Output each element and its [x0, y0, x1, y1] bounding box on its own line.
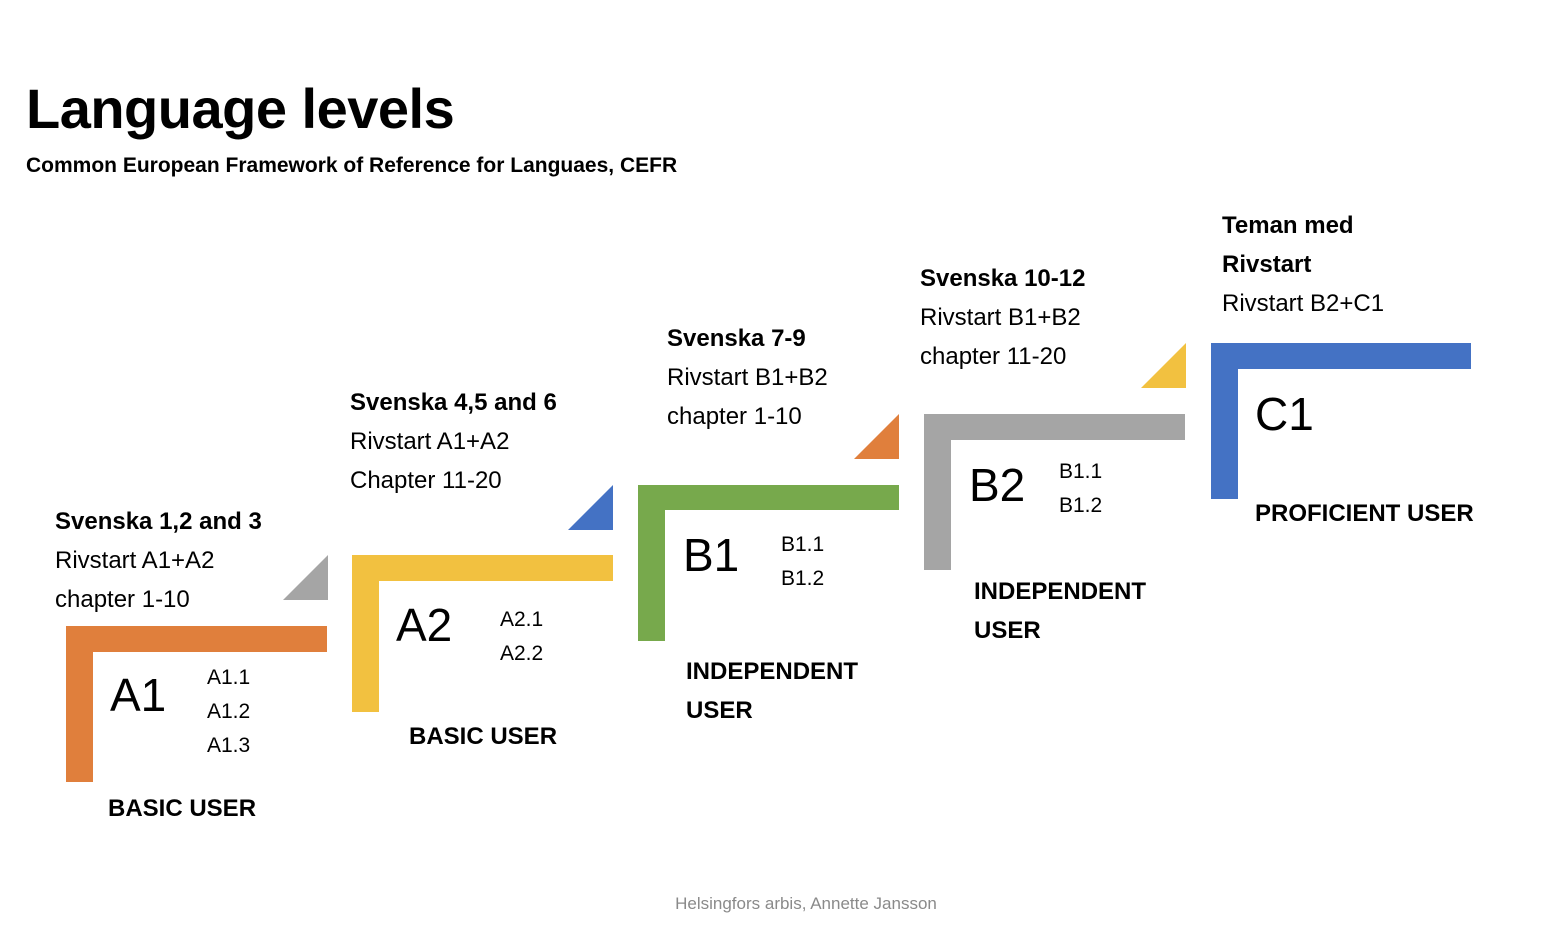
- a2-book: Rivstart A1+A2: [350, 428, 510, 455]
- a1-step-horizontal: [66, 626, 327, 652]
- a2-sublevels: A2.1 A2.2: [500, 603, 543, 671]
- user-label: BASIC USER: [108, 795, 257, 822]
- sublevel: A2.2: [500, 642, 544, 665]
- b1-level-code: B1: [683, 529, 740, 581]
- sublevel: A2.1: [500, 608, 544, 631]
- b1-step-triangle: [854, 414, 899, 459]
- a2-step-vertical: [352, 555, 379, 712]
- c1-book: Rivstart B2+C1: [1222, 290, 1385, 317]
- sublevel: B1.2: [781, 567, 825, 590]
- a2-user-type: BASIC USER: [409, 717, 557, 756]
- a1-chapters: chapter 1-10: [55, 586, 190, 613]
- b1-chapters: chapter 1-10: [667, 403, 802, 430]
- b2-step-horizontal: [924, 414, 1185, 440]
- sublevel: A1.2: [207, 700, 251, 723]
- a1-course-text: Svenska 1,2 and 3 Rivstart A1+A2 chapter…: [55, 502, 262, 619]
- c1-level-code: C1: [1255, 388, 1314, 440]
- b2-course: Svenska 10-12: [920, 265, 1086, 292]
- slide-subtitle: Common European Framework of Reference f…: [26, 154, 678, 177]
- a2-course-text: Svenska 4,5 and 6 Rivstart A1+A2 Chapter…: [350, 383, 557, 500]
- footer-credit: Helsingfors arbis, Annette Jansson: [675, 894, 937, 913]
- user-label: USER: [974, 617, 1041, 644]
- b2-course-text: Svenska 10-12 Rivstart B1+B2 chapter 11-…: [920, 259, 1085, 376]
- user-label: INDEPENDENT: [974, 578, 1147, 605]
- a1-level-code: A1: [110, 669, 167, 721]
- user-label: PROFICIENT USER: [1255, 500, 1474, 527]
- b1-sublevels: B1.1 B1.2: [781, 528, 824, 596]
- b2-chapters: chapter 11-20: [920, 343, 1067, 370]
- sublevel: B1.2: [1059, 494, 1103, 517]
- c1-course-line: Teman med: [1222, 212, 1354, 239]
- c1-step-horizontal: [1211, 343, 1471, 369]
- b1-course-text: Svenska 7-9 Rivstart B1+B2 chapter 1-10: [667, 319, 828, 436]
- a2-chapters: Chapter 11-20: [350, 467, 502, 494]
- a1-step-triangle: [283, 555, 328, 600]
- a1-sublevels: A1.1 A1.2 A1.3: [207, 661, 250, 763]
- b1-course: Svenska 7-9: [667, 325, 806, 352]
- a1-step-vertical: [66, 626, 93, 782]
- c1-user-type: PROFICIENT USER: [1255, 494, 1474, 533]
- a1-user-type: BASIC USER: [108, 789, 256, 828]
- a1-course: Svenska 1,2 and 3: [55, 508, 262, 535]
- a2-course: Svenska 4,5 and 6: [350, 389, 557, 416]
- user-label: BASIC USER: [409, 723, 558, 750]
- sublevel: B1.1: [1059, 460, 1103, 483]
- b1-step-vertical: [638, 485, 665, 641]
- b2-level-code: B2: [969, 459, 1026, 511]
- c1-step-vertical: [1211, 343, 1238, 499]
- c1-course-text: Teman med Rivstart Rivstart B2+C1: [1222, 206, 1384, 323]
- user-label: USER: [686, 697, 753, 724]
- b2-step-vertical: [924, 414, 951, 570]
- sublevel: B1.1: [781, 533, 825, 556]
- c1-course-line: Rivstart: [1222, 251, 1312, 278]
- a2-step-horizontal: [352, 555, 613, 581]
- b1-step-horizontal: [638, 485, 899, 510]
- b1-user-type: INDEPENDENT USER: [686, 652, 858, 730]
- sublevel: A1.1: [207, 666, 251, 689]
- b2-sublevels: B1.1 B1.2: [1059, 455, 1102, 523]
- a2-step-triangle: [568, 485, 613, 530]
- b1-book: Rivstart B1+B2: [667, 364, 828, 391]
- slide-title: Language levels: [26, 77, 455, 140]
- b2-step-triangle: [1141, 343, 1186, 388]
- b2-book: Rivstart B1+B2: [920, 304, 1081, 331]
- a1-book: Rivstart A1+A2: [55, 547, 215, 574]
- sublevel: A1.3: [207, 734, 251, 757]
- user-label: INDEPENDENT: [686, 658, 859, 685]
- a2-level-code: A2: [396, 599, 453, 651]
- b2-user-type: INDEPENDENT USER: [974, 572, 1146, 650]
